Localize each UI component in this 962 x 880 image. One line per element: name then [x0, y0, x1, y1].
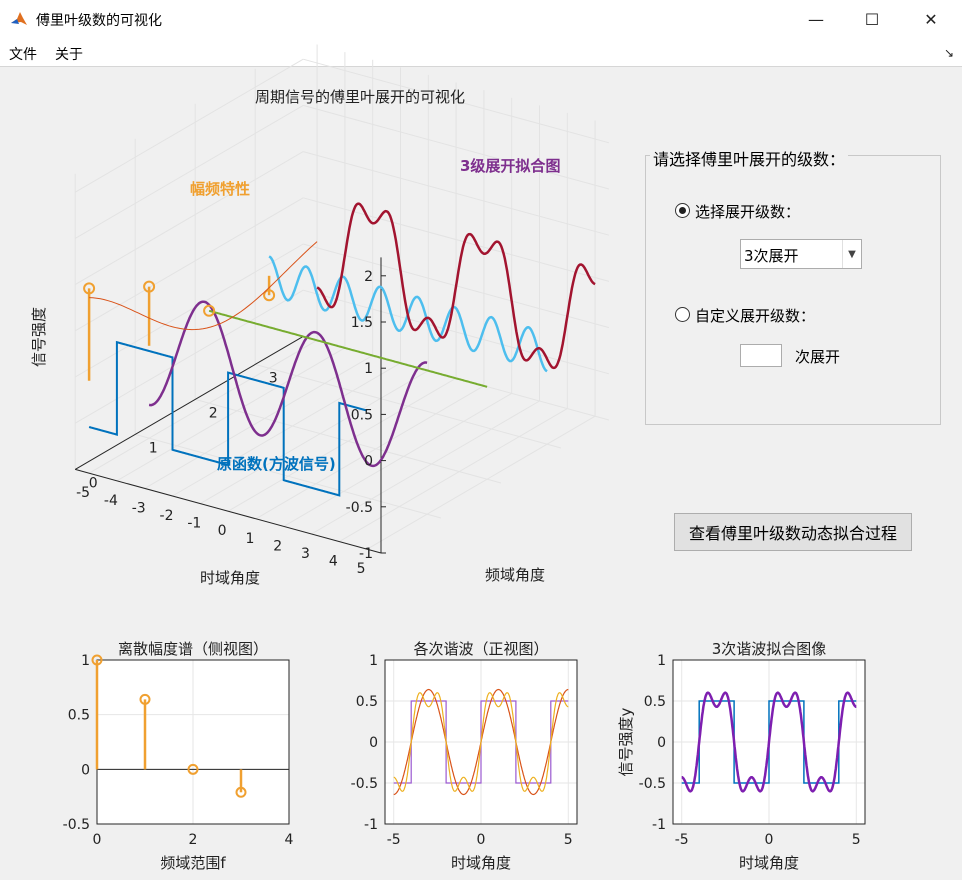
grid-line — [303, 58, 610, 144]
grid-line — [74, 104, 304, 239]
x-tick-label: -4 — [104, 493, 118, 509]
x-tick-label: 3 — [301, 546, 310, 562]
x-tick-label: -1 — [187, 516, 201, 532]
amp-label: 幅频特性 — [190, 180, 250, 198]
main-3d-xlabel: 时域角度 — [200, 569, 260, 587]
grid-line — [200, 370, 429, 505]
close-button[interactable]: ✕ — [924, 9, 938, 29]
square-wave-3d — [88, 340, 368, 497]
custom-order-suffix: 次展开 — [795, 348, 841, 366]
x-tick-label: 4 — [329, 554, 338, 570]
y-tick-label: 2 — [209, 405, 218, 421]
x-tick-label: 2 — [273, 538, 282, 554]
radio-custom-label: 自定义展开级数： — [695, 307, 816, 325]
x-tick-label: 0 — [218, 523, 227, 539]
x-tick-label: -5 — [76, 485, 90, 501]
x-tick-label: -2 — [160, 508, 174, 524]
matlab-icon — [10, 10, 28, 28]
harmonic-1-3d — [148, 300, 428, 468]
radio-select-order[interactable] — [675, 203, 690, 218]
grid-line — [74, 58, 304, 193]
grid-line — [74, 243, 304, 378]
y-tick-label: 0 — [89, 475, 98, 491]
x-tick-label: 5 — [357, 561, 366, 577]
stem-marker-3d — [83, 282, 96, 295]
harmonic-2-3d — [208, 309, 488, 388]
x-tick-label: -3 — [132, 500, 146, 516]
grid-line — [283, 392, 512, 527]
radio-select-label: 选择展开级数： — [695, 203, 801, 221]
z-tick-label: -0.5 — [346, 500, 373, 516]
main-3d-ylabel: 频域角度 — [485, 566, 545, 584]
grid-line — [74, 289, 304, 424]
grid-line — [339, 408, 568, 543]
y-axis-line — [74, 335, 304, 470]
window-title: 傅里叶级数的可视化 — [36, 13, 162, 29]
fit-3d-label: 3级展开拟合图 — [460, 157, 560, 175]
menu-about[interactable]: 关于 — [55, 47, 83, 63]
stem-marker-3d — [143, 280, 156, 293]
stem-marker-3d — [263, 289, 276, 302]
maximize-button[interactable]: ☐ — [864, 9, 880, 29]
dock-icon[interactable]: ↘ — [943, 46, 954, 60]
y-tick-label: 1 — [149, 440, 158, 456]
grid-line — [255, 363, 562, 449]
minimize-button[interactable]: — — [808, 9, 824, 29]
x-tick-label: 1 — [245, 531, 254, 547]
chevron-down-icon: ▼ — [842, 240, 861, 268]
orig-label: 原函数(方波信号) — [217, 455, 336, 473]
y-tick-label: 3 — [269, 370, 278, 386]
grid-line — [227, 377, 457, 512]
grid-line — [303, 104, 610, 190]
x-axis-line — [75, 468, 382, 554]
grid-line — [172, 362, 401, 497]
z-tick-label: -1 — [359, 546, 373, 562]
animate-button[interactable]: 查看傅里叶级数动态拟合过程 — [674, 513, 912, 551]
z-tick-label: 0 — [364, 454, 373, 470]
main-3d-zlabel: 信号强度 — [30, 307, 48, 367]
panel-title: 请选择傅里叶展开的级数： — [650, 146, 849, 170]
grid-line — [135, 433, 442, 519]
grid-line — [74, 197, 304, 332]
z-tick-label: 2 — [364, 269, 373, 285]
radio-custom-order[interactable] — [675, 307, 690, 322]
fit-3d-curve — [316, 202, 596, 370]
z-tick-label: 1 — [364, 361, 373, 377]
menu-file[interactable]: 文件 — [9, 47, 37, 63]
order-panel — [645, 155, 941, 425]
custom-order-input[interactable] — [740, 344, 782, 367]
grid-line — [366, 415, 596, 550]
grid-line — [303, 151, 610, 236]
grid-line — [144, 354, 373, 489]
z-tick-label: 0.5 — [351, 407, 373, 423]
grid-3d — [74, 44, 610, 554]
order-dropdown-value: 3次展开 — [744, 247, 799, 265]
envelope-3d — [89, 241, 318, 331]
stem-marker-3d — [203, 304, 216, 317]
grid-line — [255, 385, 485, 520]
z-tick-label: 1.5 — [351, 315, 373, 331]
order-dropdown[interactable]: 3次展开 ▼ — [740, 239, 862, 269]
grid-line — [116, 347, 346, 482]
main-3d-title: 周期信号的傅里叶展开的可视化 — [255, 88, 465, 106]
grid-line — [311, 400, 540, 535]
grid-line — [88, 339, 318, 474]
grid-line — [74, 151, 304, 286]
title-bar: 傅里叶级数的可视化 — ☐ ✕ — [0, 0, 962, 38]
menu-bar: 文件 关于 ↘ — [0, 38, 962, 67]
